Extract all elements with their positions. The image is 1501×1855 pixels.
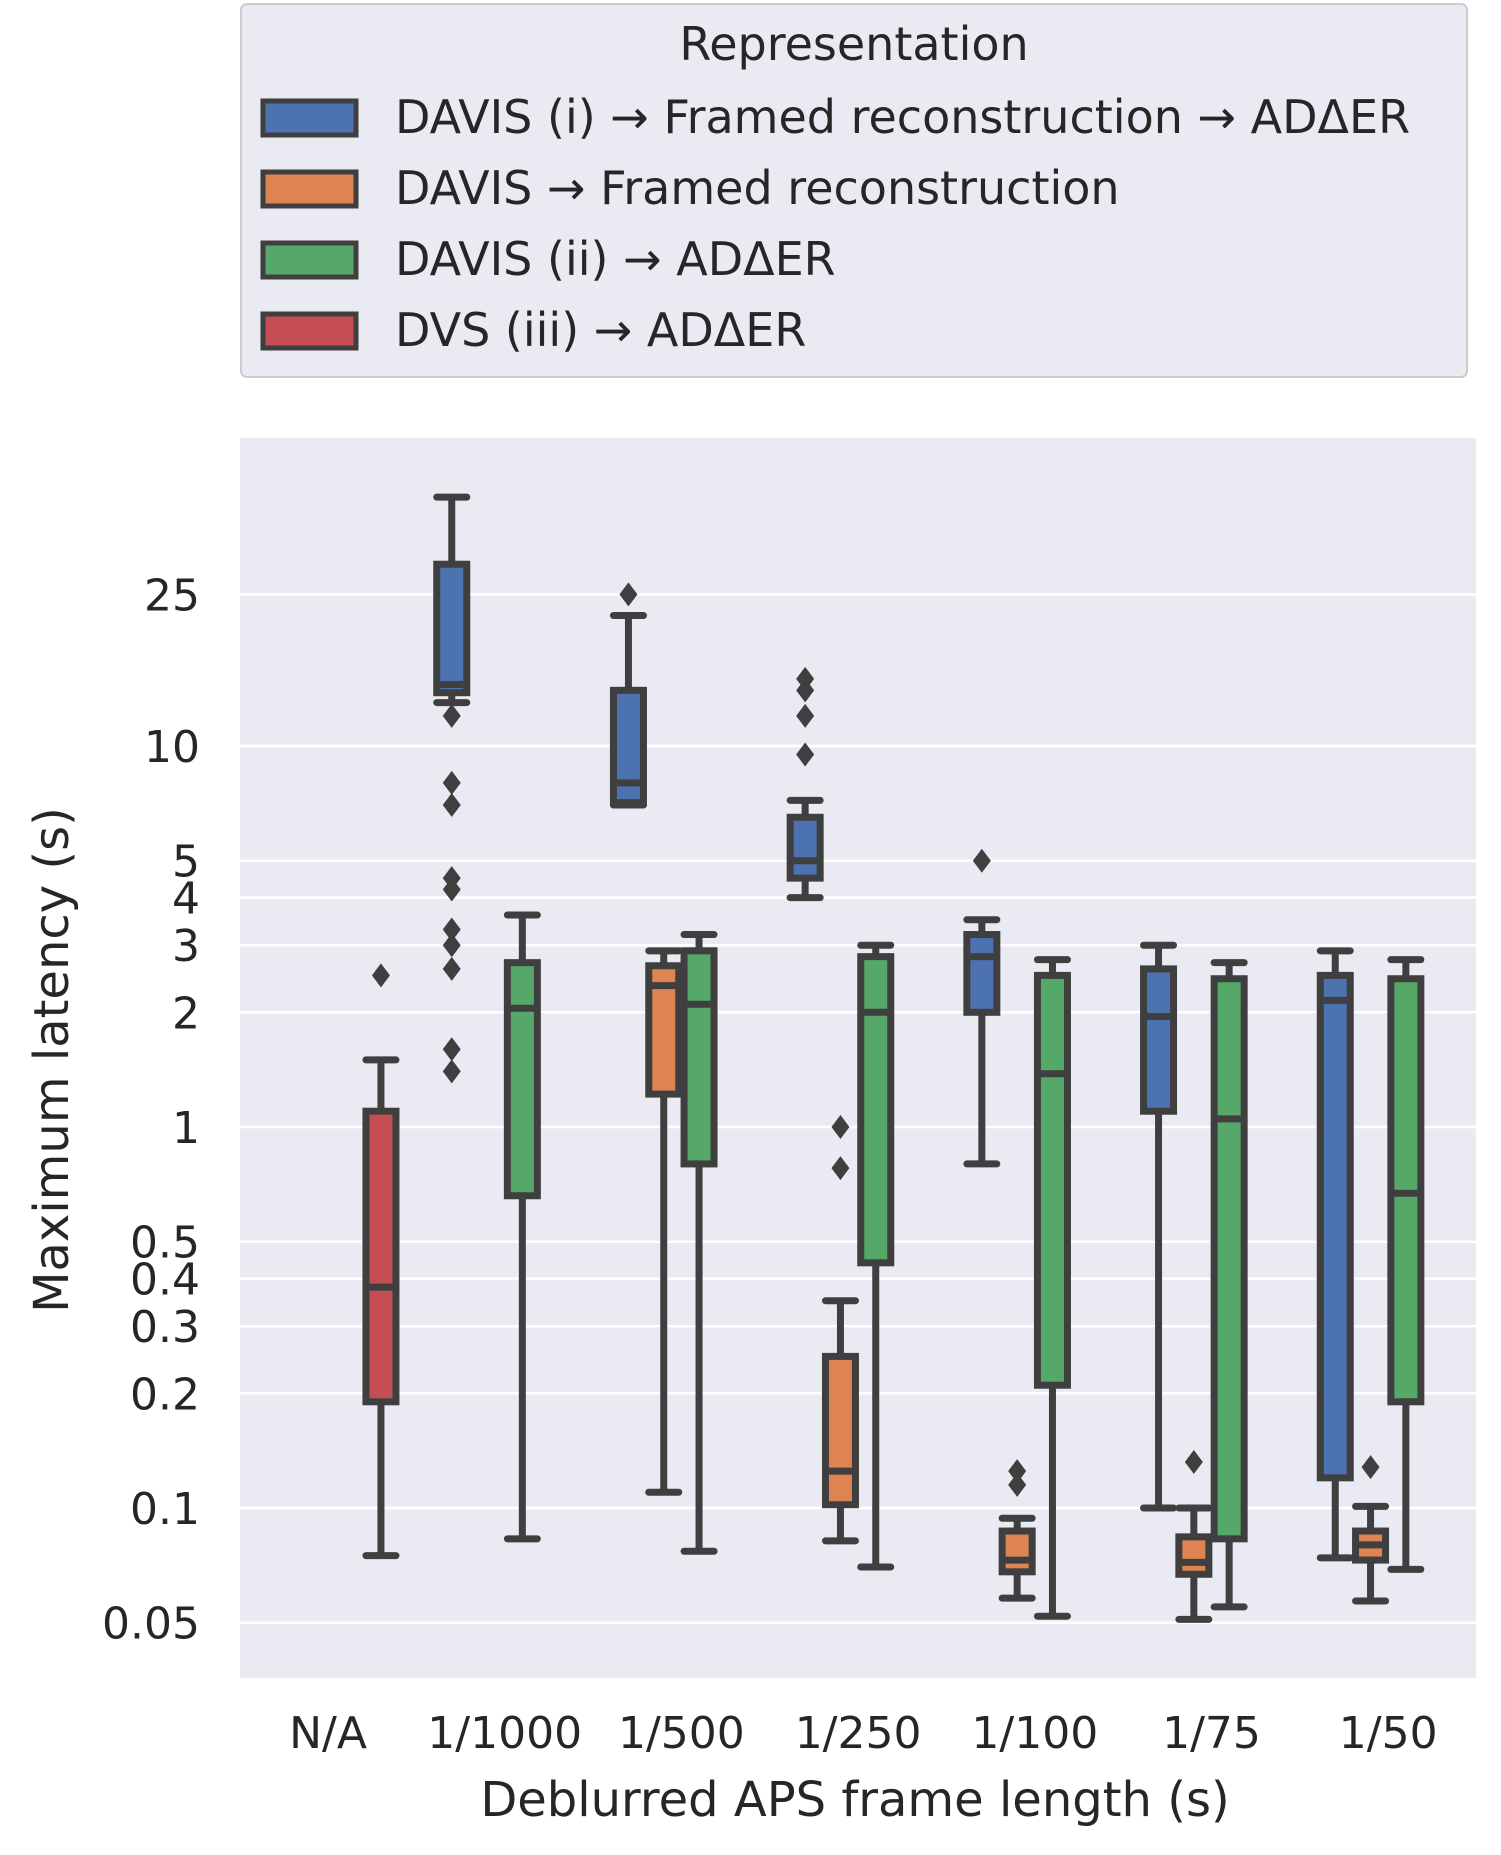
outlier-point <box>442 956 461 981</box>
x-tick-label: 1/1000 <box>427 1708 582 1759</box>
box-iqr <box>963 931 1001 1016</box>
outlier-point <box>796 742 815 767</box>
y-tick-label: 1 <box>172 1103 200 1154</box>
y-tick-labels: 0.05 0.1 0.2 0.30.40.5 1 2 345 10 25 <box>102 570 200 1649</box>
box <box>998 1459 1036 1602</box>
x-tick-label: 1/50 <box>1339 1708 1438 1759</box>
box <box>433 493 471 1084</box>
outlier-point <box>796 678 815 703</box>
legend-item: DAVIS (ii) → ADΔER <box>260 232 836 286</box>
legend-label: DAVIS (i) → Framed reconstruction → ADΔE… <box>395 90 1410 144</box>
x-tick-label: N/A <box>289 1708 367 1759</box>
outlier-point <box>1361 1455 1380 1480</box>
box <box>963 848 1001 1168</box>
legend-label: DAVIS → Framed reconstruction <box>395 161 1120 215</box>
outlier-point <box>442 770 461 795</box>
legend-item: DVS (iii) → ADΔER <box>260 303 806 357</box>
y-axis-label: Maximum latency (s) <box>24 807 80 1313</box>
outlier-point <box>442 933 461 958</box>
outlier-point <box>1008 1459 1027 1484</box>
box <box>609 582 647 809</box>
x-tick-label: 1/250 <box>795 1708 922 1759</box>
box-iqr <box>1175 1533 1213 1578</box>
box <box>362 963 400 1560</box>
outlier-point <box>1184 1450 1203 1475</box>
box-iqr <box>680 947 718 1168</box>
box-iqr <box>821 1352 859 1509</box>
outlier-point <box>442 917 461 942</box>
outlier-point <box>442 877 461 902</box>
series-1 <box>433 493 1354 1562</box>
legend-title: Representation <box>679 17 1028 71</box>
box <box>680 931 718 1555</box>
box-iqr <box>857 953 895 1267</box>
outlier-point <box>1008 1472 1027 1497</box>
legend-swatch <box>260 98 359 138</box>
y-tick-label: 0.05 <box>102 1599 200 1650</box>
outlier-point <box>442 1037 461 1062</box>
box <box>821 1115 859 1545</box>
y-tick-label: 2 <box>172 988 200 1039</box>
outlier-point <box>442 703 461 728</box>
x-tick-label: 1/100 <box>971 1708 1098 1759</box>
box-iqr <box>786 813 824 882</box>
legend-items: DAVIS (i) → Framed reconstruction → ADΔE… <box>260 90 1410 357</box>
box-iqr <box>1210 975 1248 1543</box>
box-series <box>362 493 1425 1623</box>
box <box>786 666 824 902</box>
legend: Representation DAVIS (i) → Framed recons… <box>240 3 1468 378</box>
y-tick-label: 4 <box>172 874 200 925</box>
box <box>1387 956 1425 1573</box>
box <box>645 947 683 1496</box>
outlier-point <box>831 1156 850 1181</box>
outlier-point <box>442 1059 461 1084</box>
x-tick-label: 1/500 <box>618 1708 745 1759</box>
x-tick-label: 1/75 <box>1162 1708 1261 1759</box>
box-iqr <box>998 1527 1036 1576</box>
outlier-point <box>442 793 461 818</box>
legend-swatch <box>260 311 359 351</box>
box-iqr <box>362 1107 400 1406</box>
box <box>503 911 541 1543</box>
box <box>857 941 895 1571</box>
y-tick-label: 0.2 <box>130 1369 200 1420</box>
outlier-point <box>619 582 638 607</box>
outlier-point <box>371 963 390 988</box>
y-tick-label: 0.5 <box>130 1218 200 1269</box>
x-axis-label: Deblurred APS frame length (s) <box>480 1772 1229 1828</box>
box-iqr <box>433 560 471 697</box>
box <box>1033 956 1071 1620</box>
y-tick-label: 25 <box>144 570 200 621</box>
legend-label: DAVIS (ii) → ADΔER <box>395 232 836 286</box>
outlier-point <box>972 848 991 873</box>
outlier-point <box>831 1115 850 1139</box>
box <box>1352 1455 1390 1605</box>
legend-swatch <box>260 169 359 209</box>
y-tick-label: 0.3 <box>130 1302 200 1353</box>
y-tick-label: 10 <box>144 722 200 773</box>
y-tick-label: 0.1 <box>130 1484 200 1535</box>
outlier-point <box>796 703 815 728</box>
series-2 <box>645 947 1390 1623</box>
y-tick-label: 3 <box>172 921 200 972</box>
series-3 <box>503 911 1425 1620</box>
legend-swatch <box>260 240 359 280</box>
legend-item: DAVIS (i) → Framed reconstruction → ADΔE… <box>260 90 1410 144</box>
legend-item: DAVIS → Framed reconstruction <box>260 161 1120 215</box>
box-iqr <box>503 959 541 1200</box>
series-4 <box>362 963 400 1560</box>
box-iqr <box>1316 971 1354 1482</box>
legend-label: DVS (iii) → ADΔER <box>395 303 806 357</box>
box <box>1140 941 1178 1512</box>
box <box>1210 959 1248 1611</box>
x-tick-labels: N/A 1/1000 1/500 1/250 1/100 1/75 1/50 <box>289 1708 1438 1759</box>
box-iqr <box>1140 965 1178 1115</box>
box <box>1175 1450 1213 1623</box>
box <box>1316 947 1354 1562</box>
y-tick-label: 5 <box>172 837 200 888</box>
y-tick-label: 0.4 <box>130 1255 200 1306</box>
box-iqr <box>1033 971 1071 1389</box>
legend-frame <box>240 3 1468 378</box>
